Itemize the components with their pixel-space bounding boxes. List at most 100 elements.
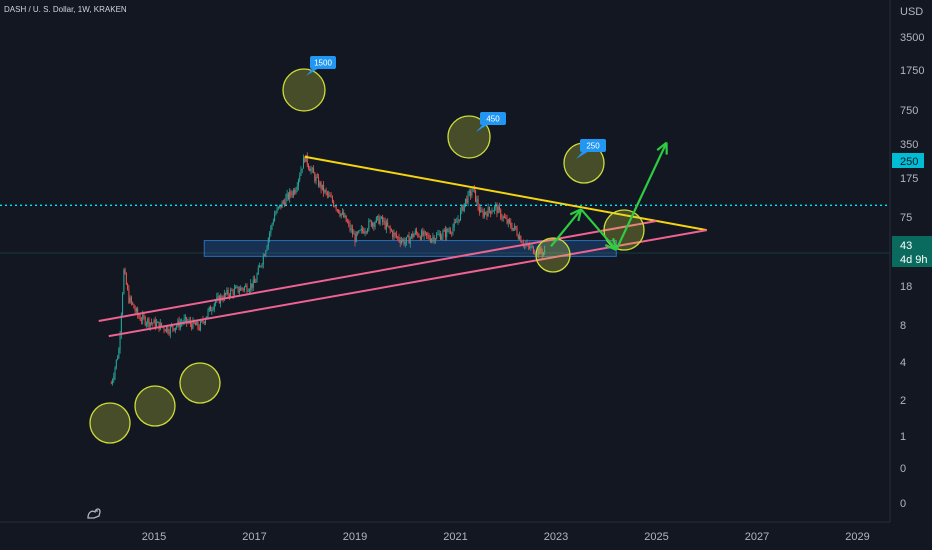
candle-body [448, 230, 450, 232]
candle-body [123, 269, 125, 294]
candle-body [335, 206, 337, 210]
candle-body [360, 228, 362, 231]
candle-body [521, 242, 523, 244]
highlight-circle [535, 237, 571, 273]
candle-body [531, 246, 533, 248]
candle-body [198, 327, 200, 330]
trendline-channel-upper [98, 220, 657, 322]
candle-body [532, 246, 534, 254]
callout-pointer [476, 124, 489, 132]
candle-body [362, 228, 364, 231]
candle-body [418, 236, 420, 238]
candle-body [164, 329, 166, 332]
candle-body [398, 236, 400, 241]
candle-body [416, 230, 418, 233]
candle-body [169, 326, 171, 335]
candle-body [211, 310, 213, 312]
highlight-circle [179, 362, 221, 404]
candle-body [148, 318, 150, 327]
price-tick-label: 75 [900, 212, 912, 224]
candle-body [158, 321, 160, 330]
candle-body [453, 222, 455, 228]
time-tick-label: 2015 [142, 531, 166, 543]
callout-box [480, 112, 506, 125]
candle-body [468, 191, 470, 193]
candle-body [432, 236, 434, 239]
candle-body [480, 210, 482, 213]
candle-body [384, 221, 386, 229]
candle-body [133, 304, 135, 309]
candle-body [271, 223, 273, 227]
candle-body [236, 286, 238, 288]
candle-body [349, 223, 351, 230]
candle-body [378, 215, 380, 225]
candle-body [301, 168, 303, 170]
candle-body [395, 234, 397, 237]
candle-body [179, 323, 181, 328]
candle-body [509, 219, 511, 223]
candle-body [385, 222, 387, 229]
candle-body [215, 301, 217, 304]
candle-body [442, 231, 444, 237]
candle-body [280, 204, 282, 208]
candle-body [333, 201, 335, 207]
candle-body [503, 216, 505, 218]
candle-body [302, 157, 304, 169]
candle-body [232, 290, 234, 295]
candle-body [462, 205, 464, 211]
candle-body [231, 289, 233, 291]
candle-body [245, 285, 247, 287]
candle-body [144, 317, 146, 325]
time-tick-label: 2029 [845, 531, 869, 543]
candle-body [223, 293, 225, 300]
price-tick-label: 0 [900, 463, 906, 475]
candle-body [334, 206, 336, 208]
highlight-circle [447, 115, 491, 159]
candle-body [492, 210, 494, 212]
candle-body [490, 210, 492, 214]
candle-body [274, 214, 276, 222]
candle-body [142, 314, 144, 321]
candle-body [476, 199, 478, 202]
candle-body [336, 209, 338, 211]
candle-body [199, 321, 201, 330]
candle-body [166, 326, 168, 332]
candle-body [463, 203, 465, 211]
candle-body [530, 246, 532, 249]
candle-body [210, 306, 212, 312]
candle-body [241, 287, 243, 289]
price-tick-label: 175 [900, 173, 918, 185]
price-tick-label: 2 [900, 395, 906, 407]
candle-body [152, 322, 154, 324]
candle-body [230, 289, 232, 297]
candle-body [541, 251, 543, 255]
candle-body [512, 228, 514, 231]
candle-body [325, 190, 327, 193]
candle-body [379, 218, 381, 225]
candle-body [487, 207, 489, 217]
candle-body [417, 232, 419, 237]
candle-body [319, 182, 321, 187]
candle-body [226, 290, 228, 295]
candle-body [172, 325, 174, 329]
candle-body [140, 320, 142, 322]
candle-body [270, 226, 272, 234]
candle-body [505, 217, 507, 219]
candle-body [128, 289, 130, 303]
candle-body [520, 235, 522, 243]
price-tick-label: 8 [900, 320, 906, 332]
chart-symbol-title: DASH / U. S. Dollar, 1W, KRAKEN [4, 5, 127, 14]
candle-body [206, 316, 208, 320]
candle-body [344, 215, 346, 218]
candle-body [443, 230, 445, 232]
candle-body [340, 213, 342, 216]
candle-body [275, 212, 277, 215]
candle-body [412, 233, 414, 238]
candle-body [536, 248, 538, 255]
candle-body [471, 191, 473, 196]
candle-body [373, 223, 375, 227]
candle-body [171, 325, 173, 327]
candle-body [411, 233, 413, 238]
candle-body [343, 212, 345, 218]
